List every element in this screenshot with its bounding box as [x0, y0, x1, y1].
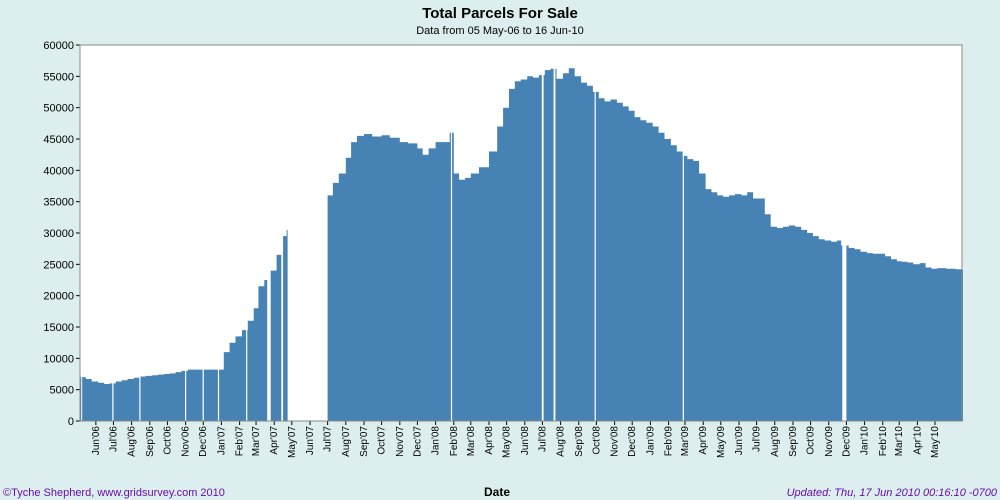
- x-tick-label: Sep'07: [359, 426, 370, 457]
- bars-group: [80, 68, 964, 421]
- y-tick-label: 30000: [43, 228, 74, 240]
- x-tick-label: Jan'10: [860, 426, 871, 456]
- data-gap: [202, 46, 204, 421]
- chart-title: Total Parcels For Sale: [422, 5, 578, 22]
- x-tick-label: Nov'08: [610, 426, 621, 457]
- x-tick-label: Jul'08: [537, 426, 548, 452]
- x-tick-label: Aug'08: [556, 426, 567, 457]
- x-tick-label: Apr'09: [698, 426, 709, 455]
- x-tick-label: Nov'06: [181, 426, 192, 457]
- data-gap: [682, 46, 684, 421]
- y-tick-label: 20000: [43, 291, 74, 303]
- x-tick-label: Apr'07: [269, 426, 280, 455]
- y-tick-label: 60000: [43, 40, 74, 52]
- x-tick-label: Aug'07: [341, 426, 352, 457]
- chart-subtitle: Data from 05 May-06 to 16 Jun-10: [416, 25, 584, 37]
- x-tick-label: Jul'06: [108, 426, 119, 452]
- x-tick-label: Feb'10: [878, 426, 889, 457]
- x-tick-label: Dec'06: [198, 426, 209, 457]
- data-gap: [553, 46, 556, 421]
- x-tick-label: Apr'10: [912, 426, 923, 455]
- x-tick-label: May'07: [287, 426, 298, 458]
- data-gap: [450, 46, 453, 421]
- plot-border: [79, 44, 963, 422]
- y-tick-label: 5000: [50, 385, 74, 397]
- x-tick-label: Jan'07: [216, 426, 227, 456]
- x-tick-label: Jun'09: [734, 426, 745, 456]
- data-gap: [139, 46, 141, 421]
- x-tick-label: Dec'07: [412, 426, 423, 457]
- x-axis: Jun'06 Jul'06 Aug'06 Sep'06 Oct'06 Nov'06 Dec'…: [91, 421, 941, 458]
- x-tick-label: Oct'09: [806, 426, 817, 455]
- bar-series: [80, 229, 288, 421]
- data-gap: [541, 46, 544, 421]
- y-tick-label: 55000: [43, 71, 74, 83]
- x-tick-label: May'08: [502, 426, 513, 458]
- x-tick-label: Mar'09: [680, 426, 691, 457]
- x-tick-label: Aug'09: [770, 426, 781, 457]
- x-tick-label: Mar'08: [466, 426, 477, 457]
- x-tick-label: Aug'06: [127, 426, 138, 457]
- y-tick-label: 35000: [43, 197, 74, 209]
- x-tick-label: Nov'07: [395, 426, 406, 457]
- x-tick-label: Mar'07: [251, 426, 262, 457]
- x-tick-label: Mar'10: [894, 426, 905, 457]
- data-gap: [842, 46, 847, 421]
- y-tick-label: 50000: [43, 103, 74, 115]
- data-gap: [81, 46, 83, 421]
- x-tick-label: Oct'07: [377, 426, 388, 455]
- x-tick-label: Jan'09: [645, 426, 656, 456]
- x-tick-label: Oct'08: [591, 426, 602, 455]
- x-tick-label: Jul'09: [752, 426, 763, 452]
- data-gap: [112, 46, 114, 421]
- data-gap: [246, 46, 248, 421]
- y-tick-label: 25000: [43, 259, 74, 271]
- gaps-group: [81, 46, 847, 421]
- x-tick-label: Feb'08: [449, 426, 460, 457]
- y-tick-label: 15000: [43, 322, 74, 334]
- data-gap: [281, 46, 284, 421]
- x-tick-label: Sep'06: [145, 426, 156, 457]
- y-tick-label: 0: [68, 416, 74, 428]
- x-tick-label: Jun'08: [520, 426, 531, 456]
- x-tick-label: Feb'07: [235, 426, 246, 457]
- x-tick-label: Jan'08: [431, 426, 442, 456]
- x-tick-label: Dec'09: [841, 426, 852, 457]
- x-tick-label: Sep'08: [574, 426, 585, 457]
- y-axis: 0 5000 10000 15000 20000 25000 30000 35000 40000…: [43, 40, 80, 428]
- y-tick-label: 45000: [43, 134, 74, 146]
- data-gap: [217, 46, 220, 421]
- footer-credit: ©Tyche Shepherd, www.gridsurvey.com 2010: [3, 487, 225, 499]
- x-tick-label: May'09: [716, 426, 727, 458]
- data-gap: [267, 46, 271, 421]
- y-tick-label: 10000: [43, 353, 74, 365]
- y-tick-label: 40000: [43, 165, 74, 177]
- x-tick-label: May'10: [930, 426, 941, 458]
- x-tick-label: Feb'09: [664, 426, 675, 457]
- data-gap: [185, 46, 187, 421]
- x-tick-label: Jun'07: [305, 426, 316, 456]
- x-tick-label: Nov'09: [824, 426, 835, 457]
- x-tick-label: Jul'07: [323, 426, 334, 452]
- x-tick-label: Oct'06: [162, 426, 173, 455]
- data-gap: [594, 46, 596, 421]
- x-axis-label: Date: [484, 485, 510, 499]
- footer-updated: Updated: Thu, 17 Jun 2010 00:16:10 -0700: [787, 487, 998, 499]
- x-tick-label: Apr'08: [484, 426, 495, 455]
- x-tick-label: Sep'09: [788, 426, 799, 457]
- bar-series: [327, 68, 964, 421]
- x-tick-label: Jun'06: [91, 426, 102, 456]
- x-tick-label: Dec'08: [627, 426, 638, 457]
